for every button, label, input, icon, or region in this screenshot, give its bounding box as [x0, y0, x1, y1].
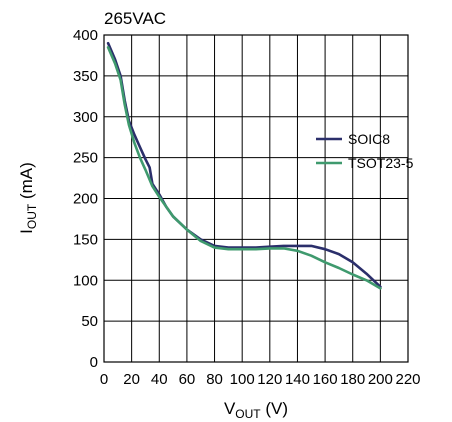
y-tick-label: 400 [73, 27, 98, 44]
series-line-tsot23-5 [106, 46, 382, 290]
x-tick-label: 40 [151, 371, 168, 388]
x-tick-label: 60 [179, 371, 196, 388]
x-tick-label: 140 [285, 371, 310, 388]
y-tick-label: 200 [73, 191, 98, 208]
y-tick-label: 250 [73, 150, 98, 167]
chart-title: 265VAC [104, 9, 166, 28]
y-tick-label: 100 [73, 272, 98, 289]
series-layer [106, 41, 382, 290]
x-tick-label: 80 [206, 371, 223, 388]
legend: SOIC8 TSOT23-5 [316, 131, 414, 171]
x-tick-label: 0 [100, 371, 108, 388]
y-tick-label: 150 [73, 231, 98, 248]
plot-frame [103, 34, 409, 363]
x-tick-label: 160 [313, 371, 338, 388]
x-axis-label-sub: OUT [235, 407, 261, 421]
y-tick-label: 0 [90, 354, 98, 371]
y-axis-label: IOUT (mA) [17, 162, 39, 234]
x-tick-label: 180 [340, 371, 365, 388]
x-tick-label: 100 [230, 371, 255, 388]
x-axis-label-main: V [224, 399, 236, 418]
x-tick-label: 200 [368, 371, 393, 388]
x-tick-label: 220 [395, 371, 420, 388]
x-axis-label: VOUT (V) [224, 399, 288, 421]
y-axis-label-unit: (mA) [17, 162, 36, 204]
x-tick-label: 120 [257, 371, 282, 388]
grid-layer [104, 35, 408, 362]
legend-label-tsot23-5: TSOT23-5 [348, 155, 414, 171]
x-tick-label: 20 [123, 371, 140, 388]
y-axis-label-sub: OUT [25, 203, 39, 229]
x-axis-label-unit: (V) [261, 399, 288, 418]
y-tick-label: 50 [81, 313, 98, 330]
y-tick-label: 300 [73, 109, 98, 126]
y-axis-label-main: I [17, 229, 36, 234]
legend-label-soic8: SOIC8 [348, 131, 390, 147]
tick-layer: 0 20 40 60 80 100 120 140 160 180 200 2200501001502… [73, 27, 421, 388]
y-tick-label: 350 [73, 68, 98, 85]
